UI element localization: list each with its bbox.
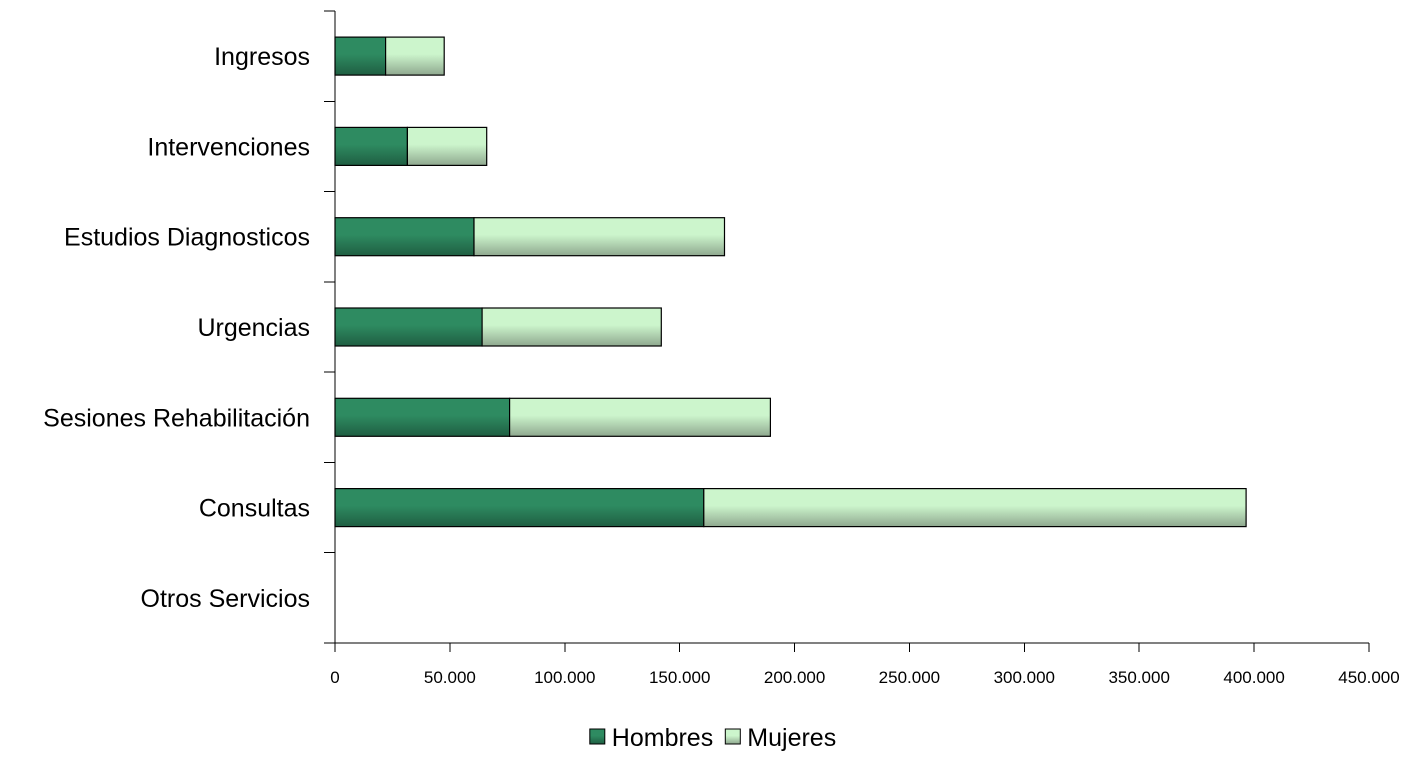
bar-mujeres-3 [481,307,662,347]
bar-hombres-4 [334,397,511,437]
x-tick-label: 200.000 [764,668,825,687]
bar-mujeres-2 [473,217,726,257]
category-label: Urgencias [197,314,310,342]
bar-hombres-2 [334,217,475,257]
x-tick-label: 100.000 [534,668,595,687]
axes-layer [324,10,1370,652]
bar-hombres-5 [334,488,705,528]
bar-mujeres-1 [406,126,488,167]
category-labels: Ingresos Intervenciones Estudios Diagnosti… [43,43,310,613]
category-label: Sesiones Rehabilitación [43,404,310,432]
category-label: Estudios Diagnosticos [64,224,310,252]
x-tick-label: 400.000 [1223,668,1284,687]
category-label: Intervenciones [147,133,310,161]
bars-layer [334,36,1247,528]
x-tick-label: 450.000 [1338,668,1399,687]
category-label: Otros Servicios [141,585,310,613]
x-tick-label: 350.000 [1108,668,1169,687]
bar-mujeres-0 [385,36,445,76]
legend: Hombres Mujeres [589,724,836,752]
bar-hombres-3 [334,307,483,347]
x-tick-label: 300.000 [994,668,1055,687]
bar-mujeres-5 [703,488,1247,528]
x-tick-label: 0 [330,668,339,687]
category-label: Consultas [199,495,310,523]
bar-mujeres-4 [509,397,771,437]
x-tick-label: 250.000 [879,668,940,687]
legend-label-mujeres: Mujeres [747,724,836,752]
legend-label-hombres: Hombres [612,724,713,752]
legend-swatch-hombres [589,728,606,745]
bar-hombres-1 [334,126,409,167]
x-tick-labels: 0 50.000 100.000 150.000 200.000 250.000 300.0… [330,668,1399,687]
x-tick-label: 50.000 [424,668,476,687]
legend-swatch-mujeres [724,728,741,745]
category-label: Ingresos [214,43,310,71]
bar-hombres-0 [334,36,387,76]
x-tick-label: 150.000 [649,668,710,687]
